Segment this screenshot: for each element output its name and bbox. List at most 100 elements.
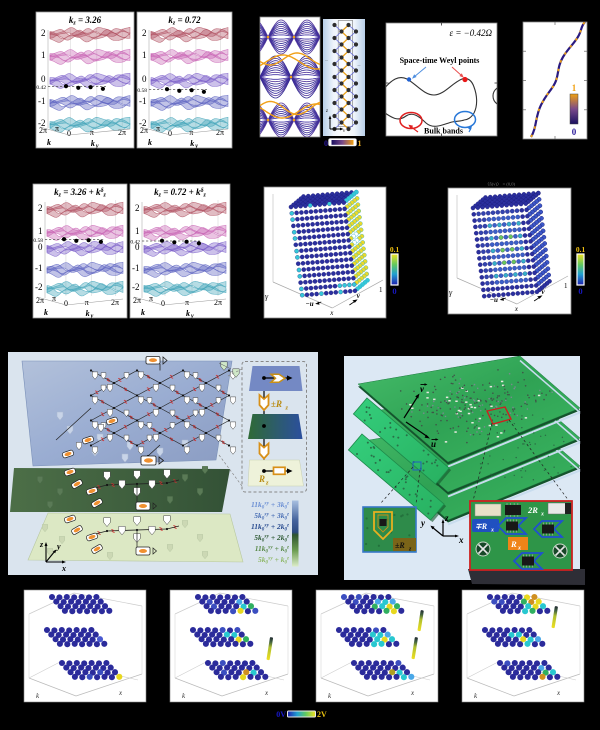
svg-text:5k0xy + k0z: 5k0xy + k0z (258, 555, 289, 566)
svg-text:v: v (542, 288, 546, 296)
svg-text:1: 1 (38, 226, 43, 236)
svg-text:1: 1 (379, 286, 383, 294)
svg-text:2: 2 (38, 203, 43, 213)
svg-text:y: y (194, 144, 198, 150)
svg-text:0: 0 (64, 299, 68, 308)
svg-text:0: 0 (392, 286, 396, 296)
svg-text:±R: ±R (395, 541, 405, 550)
svg-text:R: R (510, 539, 517, 549)
svg-text:R: R (258, 474, 265, 484)
svg-text:0: 0 (578, 286, 582, 296)
svg-text:z: z (325, 109, 328, 114)
svg-text:y: y (190, 314, 194, 320)
svg-text:v: v (357, 292, 361, 300)
svg-text:x: x (517, 546, 521, 552)
svg-text:π: π (189, 128, 193, 137)
svg-text:x: x (540, 512, 544, 518)
svg-text:0: 0 (324, 139, 328, 148)
svg-text:kz = 0.72: kz = 0.72 (168, 15, 201, 27)
svg-text:1: 1 (572, 83, 577, 93)
svg-text:k: k (44, 308, 48, 317)
svg-text:-2: -2 (35, 282, 43, 292)
svg-text:0: 0 (38, 242, 43, 252)
svg-text:kz = 0.72 + kδz: kz = 0.72 + kδz (154, 187, 206, 199)
svg-text:0.58: 0.58 (33, 238, 43, 244)
svg-text:k: k (186, 309, 190, 318)
svg-text:0: 0 (572, 127, 577, 137)
svg-text:±R: ±R (271, 399, 282, 409)
svg-text:2π: 2π (214, 298, 222, 307)
svg-text:1: 1 (142, 50, 147, 60)
svg-text:0: 0 (142, 74, 147, 84)
svg-text:x: x (556, 689, 561, 697)
svg-text:0.42: 0.42 (130, 240, 140, 246)
svg-text:0: 0 (168, 129, 172, 138)
svg-text:-2: -2 (139, 118, 147, 128)
svg-text:γ: γ (265, 292, 269, 301)
svg-text:0.1: 0.1 (576, 245, 586, 254)
svg-text:x: x (329, 309, 334, 317)
svg-text:∓R: ∓R (475, 522, 488, 531)
svg-text:2V: 2V (317, 710, 327, 719)
svg-text:...: ... (358, 62, 361, 67)
svg-text:y: y (95, 144, 99, 150)
svg-text:0: 0 (135, 242, 140, 252)
svg-text:v: v (343, 129, 346, 134)
svg-text:0V: 0V (276, 710, 286, 719)
svg-text:-2: -2 (132, 282, 140, 292)
svg-text:−u: −u (490, 296, 498, 304)
svg-text:0: 0 (161, 299, 165, 308)
svg-text:ε = −0.42Ω: ε = −0.42Ω (450, 28, 493, 38)
svg-text:x: x (490, 528, 494, 534)
svg-text:2π: 2π (133, 296, 141, 305)
svg-text:-1: -1 (38, 96, 46, 106)
svg-text:k: k (474, 692, 478, 700)
svg-text:-1: -1 (35, 263, 43, 273)
svg-text:2π: 2π (39, 126, 47, 135)
svg-text:1: 1 (564, 282, 568, 290)
svg-text:2π: 2π (36, 296, 44, 305)
svg-text:0.1: 0.1 (390, 245, 400, 254)
svg-text:z: z (265, 480, 269, 487)
svg-text:2: 2 (41, 28, 46, 38)
svg-text:k: k (86, 309, 90, 318)
svg-text:kz = 3.26 + kδz: kz = 3.26 + kδz (54, 187, 106, 199)
svg-text:0: 0 (41, 74, 46, 84)
svg-text:0.42: 0.42 (36, 85, 46, 91)
svg-text:π: π (55, 124, 59, 133)
svg-text:y: y (90, 314, 94, 320)
svg-text:...: ... (325, 57, 328, 62)
svg-text:0: 0 (67, 129, 71, 138)
svg-text:5k0xy + 3k0z: 5k0xy + 3k0z (254, 511, 289, 522)
svg-text:11k0xy + k0z: 11k0xy + k0z (255, 544, 289, 555)
svg-text:−u: −u (306, 300, 314, 308)
svg-text:k: k (141, 308, 145, 317)
svg-text:k: k (47, 138, 51, 147)
svg-text:-1: -1 (139, 96, 147, 106)
svg-text:π: π (52, 294, 56, 303)
svg-text:2R: 2R (527, 505, 538, 515)
svg-text:y: y (420, 518, 426, 528)
svg-text:γ: γ (449, 288, 453, 297)
svg-text:x: x (410, 689, 415, 697)
svg-text:1: 1 (358, 139, 362, 148)
svg-text:k: k (148, 138, 152, 147)
svg-text:x: x (514, 305, 519, 313)
svg-text:5k0xy + 2k0z: 5k0xy + 2k0z (254, 533, 289, 544)
svg-text:π: π (85, 298, 89, 307)
svg-text:k: k (328, 692, 332, 700)
svg-text:x: x (264, 689, 269, 697)
svg-text:11k0xy + 2k0z: 11k0xy + 2k0z (251, 522, 289, 533)
svg-text:x: x (118, 689, 123, 697)
svg-text:z: z (39, 540, 44, 549)
svg-text:z: z (408, 547, 412, 553)
svg-text:2: 2 (142, 28, 147, 38)
svg-text:2π: 2π (140, 126, 148, 135)
svg-text:z: z (285, 405, 289, 412)
svg-text:2π: 2π (118, 128, 126, 137)
svg-text:11k0xy + 3k0z: 11k0xy + 3k0z (251, 500, 289, 511)
svg-text:x: x (458, 535, 464, 545)
svg-text:π: π (149, 294, 153, 303)
svg-text:2: 2 (135, 203, 140, 213)
svg-text:0.58: 0.58 (137, 88, 147, 94)
